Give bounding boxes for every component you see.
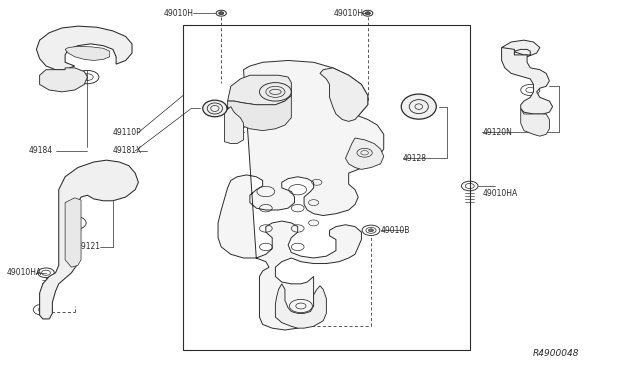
Text: 49121: 49121 [77,243,100,251]
Polygon shape [228,96,291,142]
Text: 49184: 49184 [28,147,52,155]
Circle shape [219,12,224,15]
Text: 49181X: 49181X [113,147,142,155]
Text: 49110P: 49110P [113,128,141,137]
Text: R4900048: R4900048 [532,350,579,359]
Circle shape [369,229,374,232]
Text: 49010B: 49010B [381,226,410,235]
Text: 49010HA: 49010HA [483,189,518,198]
Polygon shape [228,75,291,105]
Polygon shape [225,107,244,144]
Polygon shape [65,46,109,61]
Polygon shape [40,160,138,319]
Polygon shape [346,138,384,169]
Polygon shape [36,26,132,70]
Polygon shape [65,198,81,267]
Polygon shape [502,48,552,114]
Text: 49010H: 49010H [164,9,194,18]
Polygon shape [40,68,88,92]
Polygon shape [521,109,549,136]
Text: 49010H: 49010H [334,9,364,18]
Polygon shape [275,284,326,328]
Ellipse shape [203,100,227,117]
Bar [183,25,470,350]
Text: 49120N: 49120N [483,128,513,137]
Polygon shape [320,68,368,121]
Polygon shape [502,40,540,57]
Ellipse shape [401,94,436,119]
Text: 49128: 49128 [403,154,427,163]
Circle shape [365,12,371,15]
Text: 49010HA: 49010HA [6,268,42,277]
Polygon shape [218,61,384,330]
